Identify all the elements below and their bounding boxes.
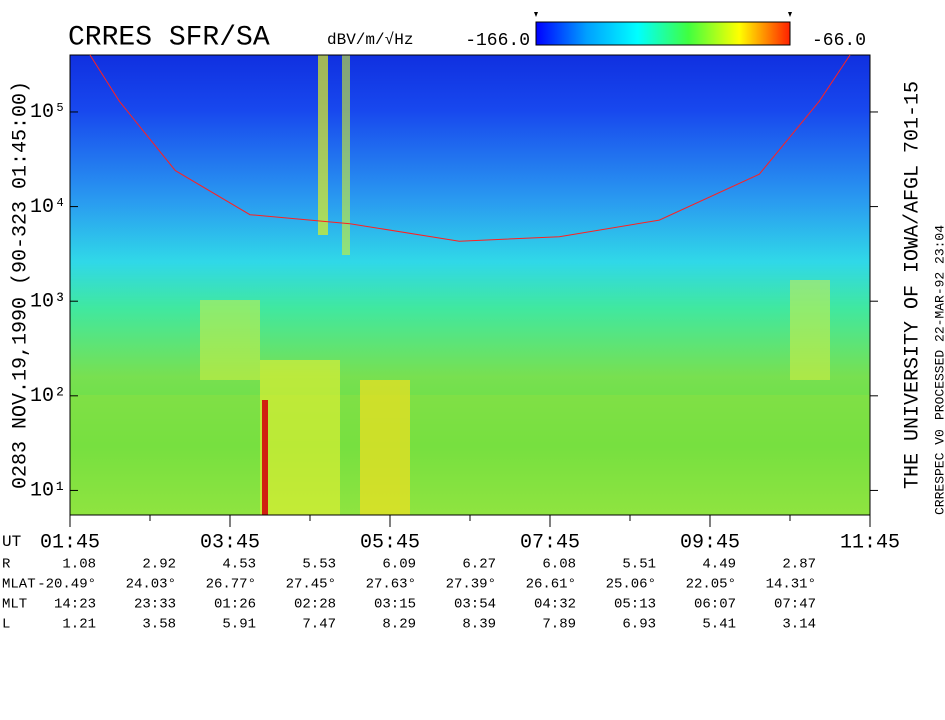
ephemeris-value: 22.05°	[686, 577, 736, 593]
ephemeris-value: -20.49°	[37, 577, 96, 593]
colorbar-marker	[534, 12, 792, 17]
x-axis-label: UT	[2, 533, 21, 551]
ephemeris-value: 5.91	[222, 617, 256, 633]
ephemeris-value: 14:23	[54, 597, 96, 613]
ephemeris-value: 24.03°	[126, 577, 176, 593]
colorbar-max-label: -66.0	[812, 31, 866, 51]
ephemeris-value: 1.21	[62, 617, 96, 633]
colorbar-units: dBV/m/√Hz	[327, 31, 413, 49]
ephemeris-value: 26.77°	[206, 577, 256, 593]
ephemeris-value: 04:32	[534, 597, 576, 613]
ephemeris-value: 07:47	[774, 597, 816, 613]
ephemeris-value: 8.39	[462, 617, 496, 633]
ephemeris-value: 03:15	[374, 597, 416, 613]
ephemeris-value: 25.06°	[606, 577, 656, 593]
chart-title: CRRES SFR/SA	[68, 22, 270, 53]
x-tick-label: 11:45	[840, 531, 900, 554]
ephemeris-value: 8.29	[382, 617, 416, 633]
right-label: THE UNIVERSITY OF IOWA/AFGL 701-15	[901, 81, 924, 489]
y-tick-label: 10⁵	[30, 101, 66, 124]
x-tick-label: 09:45	[680, 531, 740, 554]
ephemeris-value: 5.51	[622, 557, 656, 573]
ephemeris-value: 27.45°	[286, 577, 336, 593]
ephemeris-value: 06:07	[694, 597, 736, 613]
y-axis-label: 0283 NOV.19,1990 (90-323 01:45:00)	[9, 81, 32, 489]
y-tick-label: 10¹	[30, 480, 66, 503]
ephemeris-value: 02:28	[294, 597, 336, 613]
ephemeris-value: 05:13	[614, 597, 656, 613]
ephemeris-value: 6.93	[622, 617, 656, 633]
y-tick-label: 10²	[30, 385, 66, 408]
colorbar-min-label: -166.0	[465, 31, 530, 51]
ephemeris-value: 14.31°	[766, 577, 816, 593]
ephemeris-value: 4.53	[222, 557, 256, 573]
y-tick-label: 10⁴	[30, 196, 66, 219]
ephemeris-value: 6.09	[382, 557, 416, 573]
ephemeris-value: 1.08	[62, 557, 96, 573]
ephemeris-value: 4.49	[702, 557, 736, 573]
ephemeris-value: 5.41	[702, 617, 736, 633]
x-tick-label: 01:45	[40, 531, 100, 554]
ephemeris-value: 03:54	[454, 597, 496, 613]
ephemeris-value: 27.39°	[446, 577, 496, 593]
ephemeris-value: 3.58	[142, 617, 176, 633]
gyrofrequency-line	[89, 54, 851, 242]
ephemeris-value: 27.63°	[366, 577, 416, 593]
spectrogram	[70, 55, 870, 515]
ephemeris-value: 5.53	[302, 557, 336, 573]
x-tick-label: 07:45	[520, 531, 580, 554]
x-tick-label: 03:45	[200, 531, 260, 554]
ephemeris-label: R	[2, 557, 11, 573]
footer-label: PROCESSED 22-MAR-92 23:04	[932, 225, 945, 420]
x-tick-label: 05:45	[360, 531, 420, 554]
ephemeris-label: MLT	[2, 597, 27, 613]
ephemeris-value: 2.92	[142, 557, 176, 573]
ephemeris-value: 6.27	[462, 557, 496, 573]
ephemeris-value: 7.89	[542, 617, 576, 633]
ephemeris-value: 7.47	[302, 617, 336, 633]
footer-label: CRRESPEC V0	[932, 429, 945, 515]
colorbar	[535, 21, 791, 46]
ephemeris-value: 2.87	[782, 557, 816, 573]
y-tick-label: 10³	[30, 290, 66, 313]
ephemeris-label: L	[2, 617, 10, 633]
ephemeris-value: 6.08	[542, 557, 576, 573]
ephemeris-value: 26.61°	[526, 577, 576, 593]
ephemeris-value: 3.14	[782, 617, 816, 633]
ephemeris-label: MLAT	[2, 577, 36, 593]
ephemeris-value: 23:33	[134, 597, 176, 613]
ephemeris-value: 01:26	[214, 597, 256, 613]
